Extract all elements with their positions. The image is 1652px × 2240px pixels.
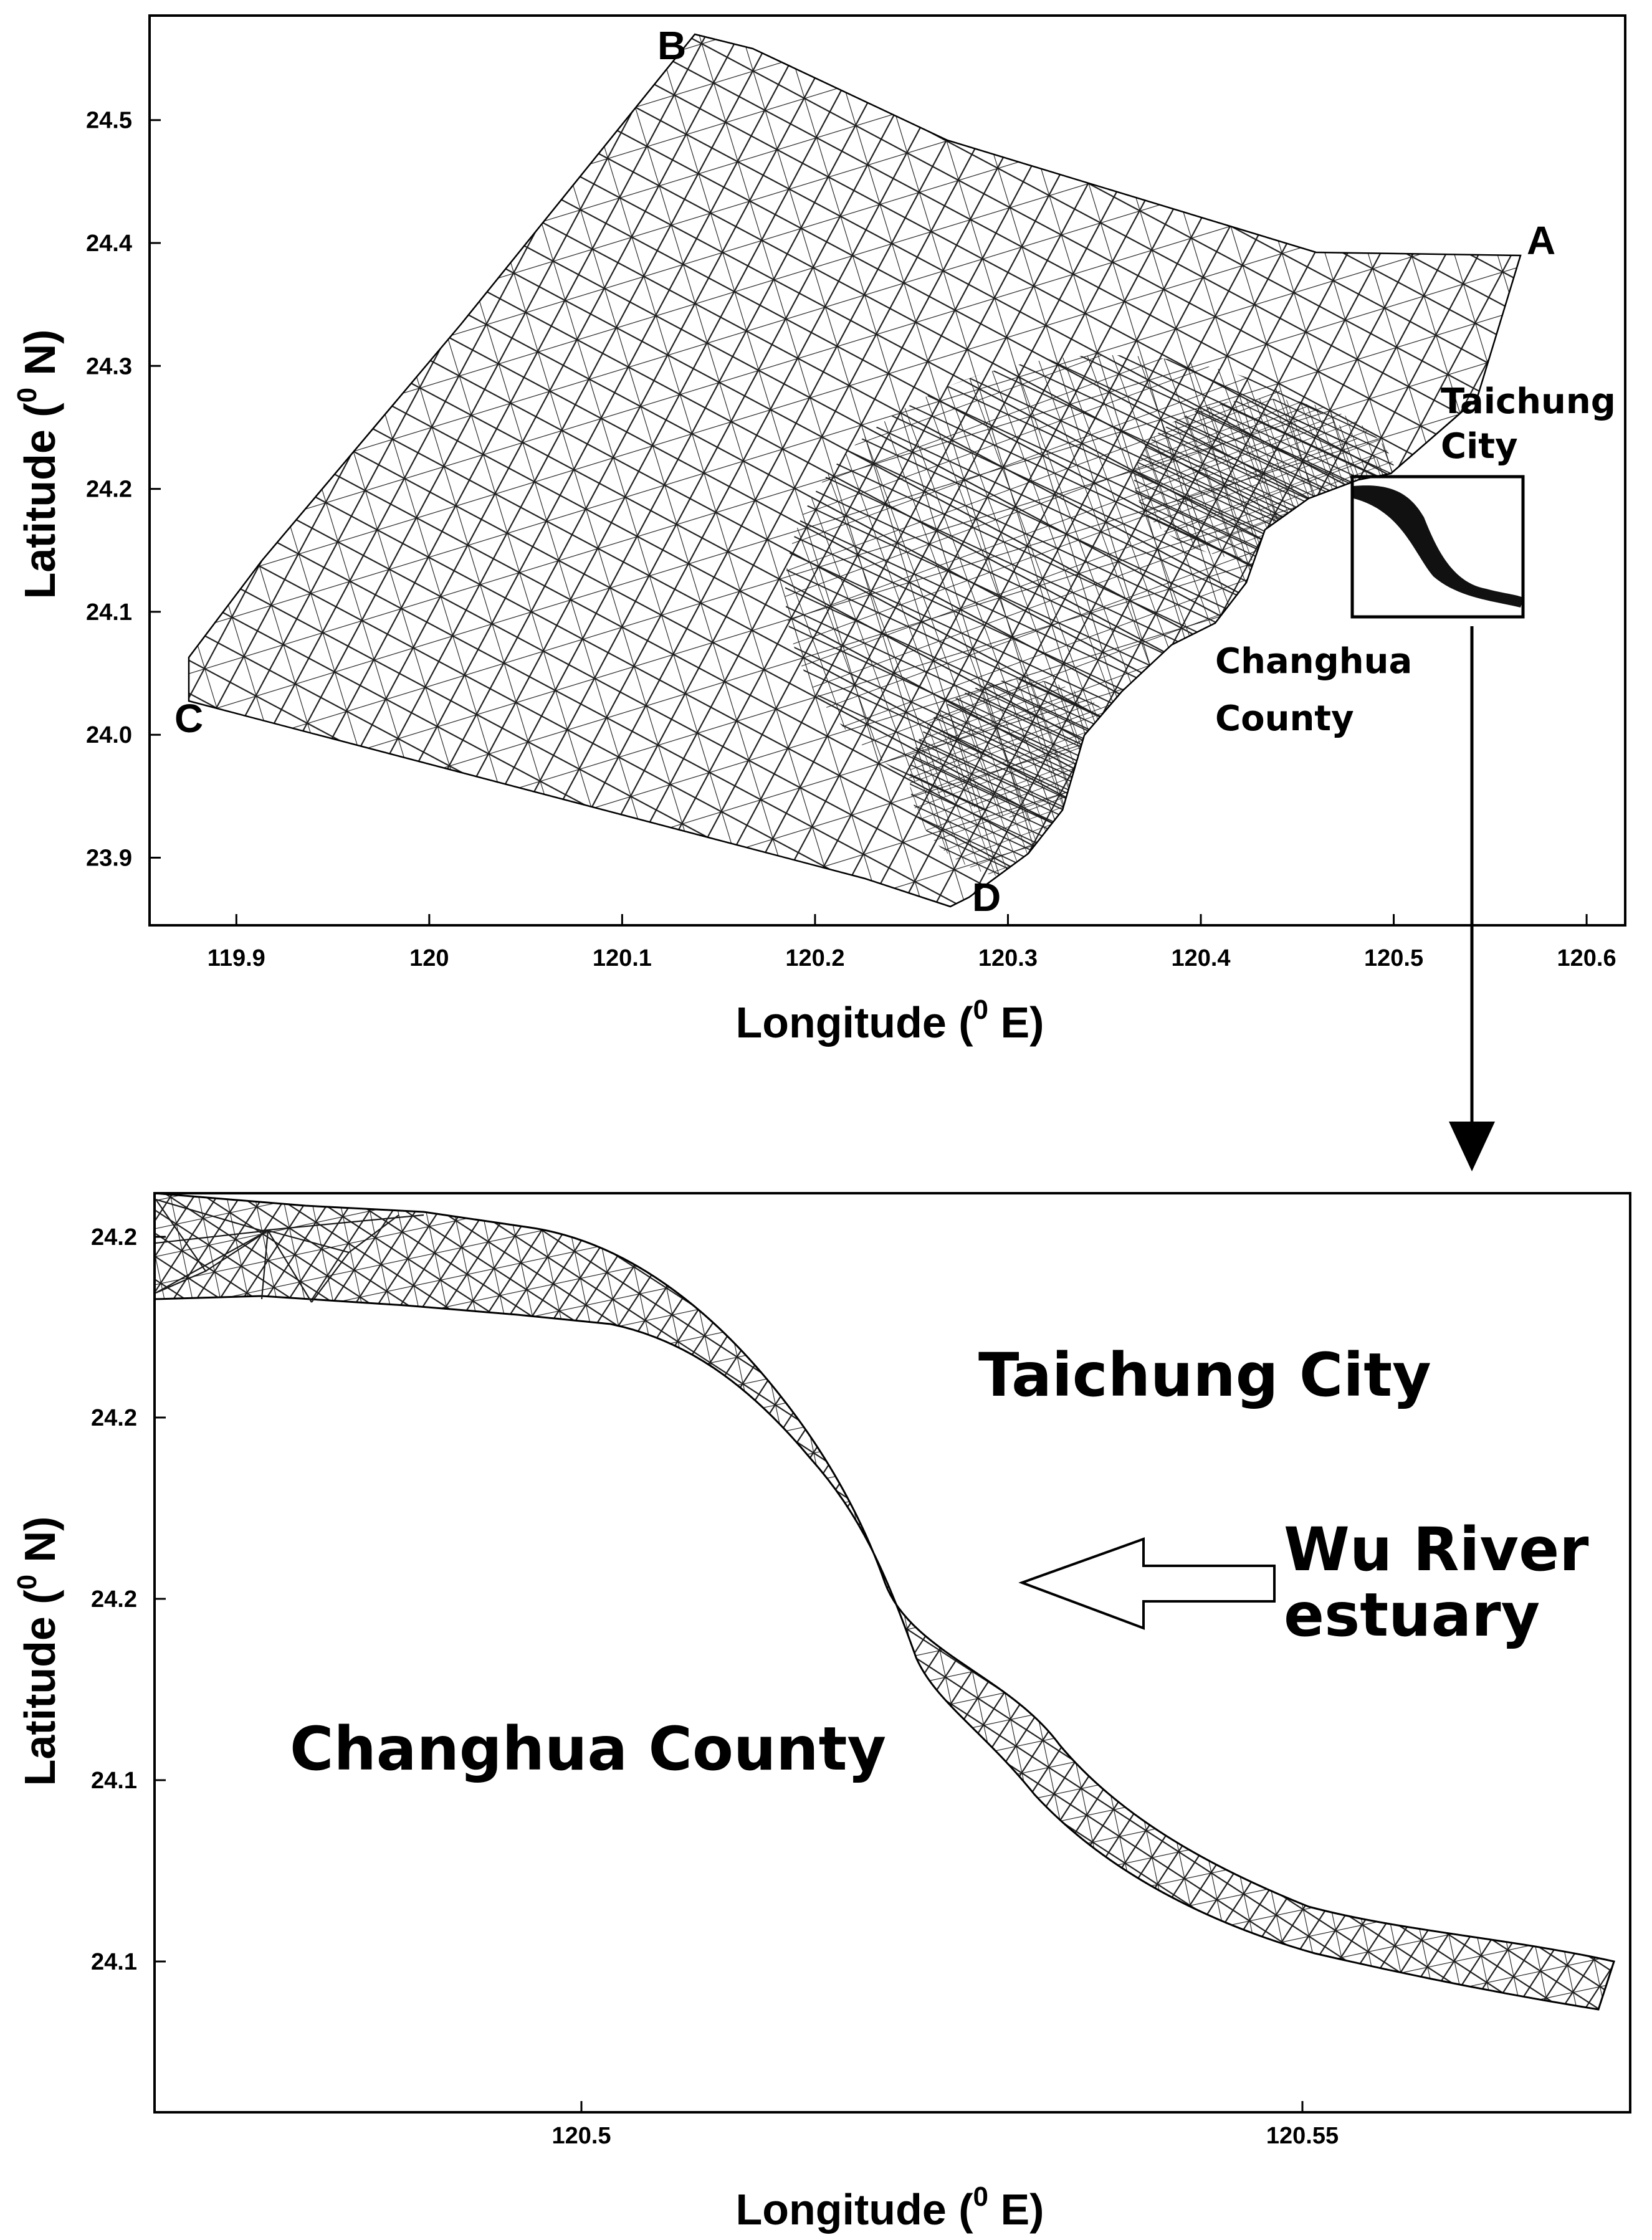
top-y-axis-title-end: N) <box>16 330 64 388</box>
top-y-ticks: 24.5 24.4 24.3 24.2 24.1 24.0 23.9 <box>86 108 161 871</box>
top-y-tick-label: 24.0 <box>86 722 132 748</box>
bottom-label-taichung-city: Taichung City <box>978 1340 1431 1410</box>
bottom-coarse-corner <box>155 1198 424 1303</box>
top-map-frame <box>148 14 1626 927</box>
bottom-y-axis-title-end: N) <box>16 1517 64 1575</box>
top-x-axis-title-end: E) <box>988 998 1044 1047</box>
inset-box <box>1350 475 1525 619</box>
top-mesh <box>189 34 1521 907</box>
top-y-tick-label: 23.9 <box>86 845 132 871</box>
top-label-changhua-line2: County <box>1215 698 1354 739</box>
bottom-x-axis-title: Longitude (0 E) <box>736 2181 1044 2234</box>
inset-arrow-head <box>1449 1122 1495 1171</box>
corner-label-d: D <box>972 875 1001 920</box>
bottom-x-ticks: 120.5 120.55 <box>551 2101 1339 2149</box>
bottom-map-frame <box>153 1192 1631 2114</box>
bottom-y-tick-label: 24.2 <box>91 1586 137 1613</box>
top-x-tick-label: 120.1 <box>593 945 652 971</box>
top-x-ticks: 119.9 120 120.1 120.2 120.3 120.4 120.5 120.6 <box>208 914 1616 971</box>
bottom-x-axis-title-sup: 0 <box>973 2181 988 2212</box>
top-y-tick-label: 24.1 <box>86 599 132 626</box>
top-y-tick-label: 24.5 <box>86 108 132 134</box>
top-mesh-fine-coast <box>910 679 1134 879</box>
bottom-y-tick-label: 24.2 <box>91 1224 137 1251</box>
bottom-y-axis-title-sup: 0 <box>12 1575 42 1589</box>
corner-label-c: C <box>174 696 203 741</box>
top-x-tick-label: 120.3 <box>978 945 1038 971</box>
top-x-tick-label: 119.9 <box>208 945 265 971</box>
bottom-x-axis-title-text: Longitude ( <box>736 2185 974 2234</box>
top-y-tick-label: 24.3 <box>86 353 132 379</box>
bottom-y-tick-label: 24.1 <box>91 1768 137 1794</box>
top-y-tick-label: 24.2 <box>86 477 132 503</box>
top-label-taichung-line2: City <box>1441 426 1518 467</box>
top-y-axis-title: Latitude (0 N) <box>12 330 64 599</box>
top-x-tick-label: 120.2 <box>785 945 844 971</box>
bottom-x-tick-label: 120.5 <box>551 2123 611 2149</box>
bottom-x-axis-title-end: E) <box>988 2185 1044 2234</box>
top-x-tick-label: 120 <box>409 945 449 971</box>
bottom-y-tick-label: 24.1 <box>91 1949 137 1975</box>
top-x-axis-title: Longitude (0 E) <box>736 994 1044 1047</box>
corner-label-b: B <box>657 23 686 68</box>
top-x-tick-label: 120.5 <box>1364 945 1423 971</box>
bottom-map: 120.5 120.55 24.2 24.2 24.2 24.1 24.1 Longitu… <box>12 1192 1631 2234</box>
bottom-y-axis-title: Latitude (0 N) <box>12 1517 64 1786</box>
bottom-y-tick-label: 24.2 <box>91 1405 137 1431</box>
top-y-axis-title-text: Latitude ( <box>16 403 64 599</box>
bottom-label-wu-river-line2: estuary <box>1284 1580 1540 1650</box>
top-x-axis-title-sup: 0 <box>973 994 988 1025</box>
bottom-x-tick-label: 120.55 <box>1266 2123 1339 2149</box>
top-x-tick-label: 120.4 <box>1171 945 1230 971</box>
top-map: 119.9 120 120.1 120.2 120.3 120.4 120.5 120.6 2… <box>12 14 1626 1171</box>
top-x-tick-label: 120.6 <box>1557 945 1616 971</box>
estuary-pointer-arrow <box>1018 1537 1276 1630</box>
bottom-y-axis-title-text: Latitude ( <box>16 1589 64 1786</box>
top-river-fill <box>1354 485 1524 608</box>
corner-label-a: A <box>1527 218 1555 263</box>
bottom-label-wu-river-line1: Wu River <box>1284 1515 1589 1585</box>
bottom-label-changhua-county: Changhua County <box>290 1714 886 1784</box>
top-label-taichung-line1: Taichung <box>1441 381 1616 422</box>
top-label-changhua-line1: Changhua <box>1215 641 1412 682</box>
top-y-tick-label: 24.4 <box>86 231 132 257</box>
bottom-y-ticks: 24.2 24.2 24.2 24.1 24.1 <box>91 1224 166 1975</box>
top-x-axis-title-text: Longitude ( <box>736 998 974 1047</box>
top-y-axis-title-sup: 0 <box>12 388 42 403</box>
